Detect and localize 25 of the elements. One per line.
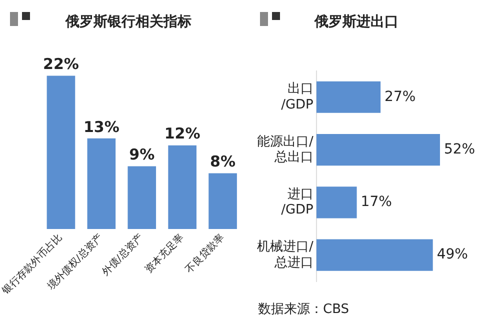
data-label: 52% <box>444 141 476 158</box>
bar <box>87 138 116 229</box>
data-label: 17% <box>360 194 392 210</box>
bar <box>316 239 433 271</box>
y-tick-label: 能源出口/ 总出口 <box>256 134 314 165</box>
data-label: 13% <box>83 118 120 136</box>
bar <box>46 76 76 229</box>
chart-title: 俄罗斯银行相关指标 <box>64 13 192 30</box>
y-tick-label: 出口 /GDP <box>281 82 314 112</box>
data-label: 9% <box>129 146 155 164</box>
data-label: 49% <box>436 246 468 263</box>
data-label: 8% <box>210 152 236 171</box>
y-tick-label: 机械进口/ 总进口 <box>256 240 314 270</box>
y-tick-label: 进口 /GDP <box>281 187 314 218</box>
bar <box>208 173 237 229</box>
data-label: 27% <box>384 88 416 105</box>
bar <box>128 166 156 229</box>
source-note: 数据来源：CBS <box>258 301 350 318</box>
bar <box>168 145 196 229</box>
bar <box>316 186 357 218</box>
bar <box>316 81 381 113</box>
data-label: 22% <box>43 55 79 74</box>
chart-title: 俄罗斯进出口 <box>314 14 398 30</box>
bar <box>316 134 440 166</box>
data-label: 12% <box>164 124 200 143</box>
